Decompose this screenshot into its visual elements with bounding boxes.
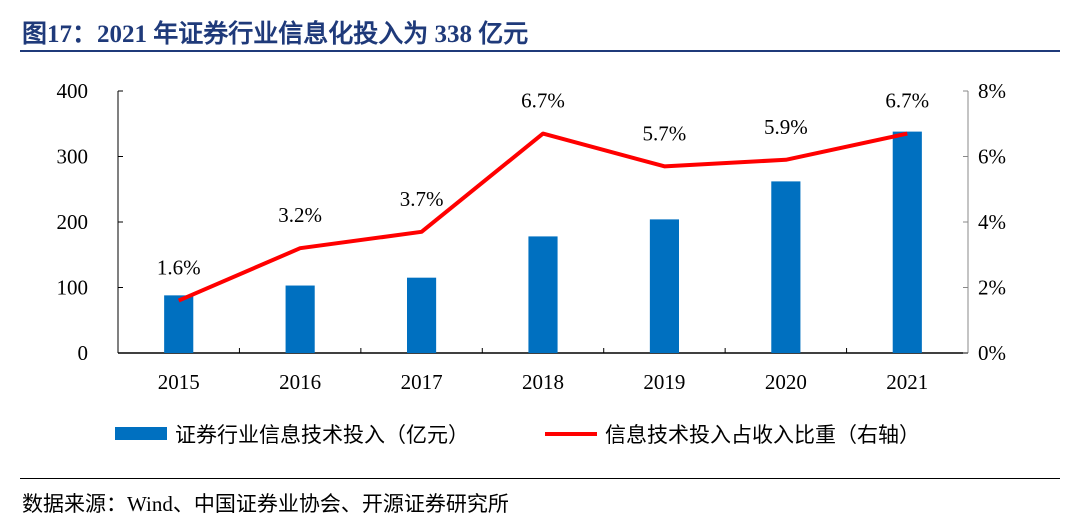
bar [285,285,315,353]
bar [892,131,922,353]
data-label: 6.7% [521,89,565,113]
bar [649,219,679,353]
source-rule [20,478,1060,479]
left-tick-label: 200 [57,210,89,234]
left-tick-label: 0 [78,341,89,365]
x-tick-label: 2016 [279,370,321,394]
data-label: 3.2% [278,203,322,227]
bar [407,277,437,353]
right-tick-label: 0% [978,341,1006,365]
data-label: 6.7% [885,89,929,113]
right-tick-label: 4% [978,210,1006,234]
x-tick-label: 2019 [643,370,685,394]
x-tick-label: 2015 [158,370,200,394]
legend-swatch-bar [115,427,167,440]
x-tick-label: 2021 [886,370,928,394]
data-label: 3.7% [400,187,444,211]
source-note: 数据来源：Wind、中国证券业协会、开源证券研究所 [22,492,509,516]
figure-title: 图17：2021 年证券行业信息化投入为 338 亿元 [22,21,529,48]
data-label: 1.6% [157,256,201,280]
right-tick-label: 2% [978,276,1006,300]
bar [528,236,558,353]
title-rule [20,50,1060,52]
left-tick-label: 300 [57,145,89,169]
x-tick-label: 2018 [522,370,564,394]
data-label: 5.9% [764,115,808,139]
line-series [177,131,908,303]
legend-label-line: 信息技术投入占收入比重（右轴） [605,423,920,447]
x-tick-label: 2017 [401,370,443,394]
left-tick-label: 100 [57,276,89,300]
bar [771,181,801,353]
legend-label-bar: 证券行业信息技术投入（亿元） [175,423,469,447]
x-tick-label: 2020 [765,370,807,394]
left-tick-label: 400 [57,79,89,103]
data-label: 5.7% [643,121,687,145]
bar [164,295,194,353]
right-tick-label: 8% [978,79,1006,103]
right-tick-label: 6% [978,145,1006,169]
